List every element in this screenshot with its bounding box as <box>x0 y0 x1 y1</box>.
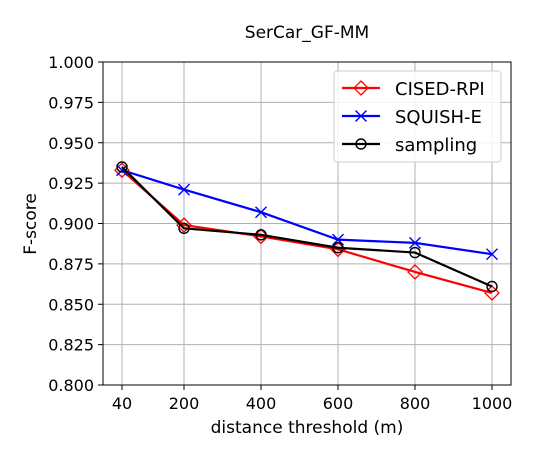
series-squish-e <box>116 164 498 261</box>
y-tick-label: 0.800 <box>48 376 94 395</box>
data-point-marker <box>255 206 267 219</box>
x-axis-label: distance threshold (m) <box>211 418 404 438</box>
series-line <box>121 166 493 288</box>
series-sampling <box>116 161 498 293</box>
x-tick-label: 400 <box>246 394 277 413</box>
data-point-marker <box>255 229 267 241</box>
legend-item: SQUISH-E <box>342 107 482 128</box>
legend-marker <box>355 138 367 150</box>
legend-item: CISED-RPI <box>342 79 485 100</box>
series-line <box>121 169 493 256</box>
x-tick-label: 40 <box>112 394 132 413</box>
x-tick-label: 1000 <box>472 394 513 413</box>
y-tick-label: 0.900 <box>48 215 94 234</box>
chart-title: SerCar_GF-MM <box>245 23 369 43</box>
y-tick-label: 1.000 <box>48 53 94 72</box>
data-point-marker <box>484 285 500 301</box>
data-point-marker <box>409 246 421 259</box>
data-point-marker <box>116 164 128 177</box>
legend: CISED-RPI SQUISH-E sampling <box>333 70 502 163</box>
y-axis-label: F-score <box>21 193 41 255</box>
data-point-marker <box>116 161 128 173</box>
y-tick-label: 0.925 <box>48 174 94 193</box>
data-point-marker <box>332 233 344 246</box>
data-point-marker <box>332 242 344 254</box>
legend-label: SQUISH-E <box>395 107 482 128</box>
series-cised-rpi <box>114 162 500 301</box>
y-tick-label: 0.975 <box>48 93 94 112</box>
legend-label: sampling <box>395 135 477 156</box>
y-tick-label: 0.850 <box>48 295 94 314</box>
legend-marker <box>355 110 367 122</box>
legend-item: sampling <box>342 135 477 156</box>
legend-label: CISED-RPI <box>395 79 485 100</box>
y-tick-label: 0.950 <box>48 134 94 153</box>
legend-box <box>333 70 502 163</box>
data-point-marker <box>407 264 423 280</box>
y-tick-label: 0.875 <box>48 255 94 274</box>
legend-marker <box>353 80 369 96</box>
y-tick-label: 0.825 <box>48 336 94 355</box>
x-tick-label: 200 <box>169 394 200 413</box>
data-point-marker <box>178 183 190 196</box>
data-point-marker <box>178 222 190 235</box>
x-tick-label: 800 <box>400 394 431 413</box>
data-point-marker <box>409 236 421 249</box>
x-tick-label: 600 <box>323 394 354 413</box>
data-point-marker <box>486 248 498 261</box>
data-point-marker <box>486 280 498 293</box>
series-line <box>121 169 493 295</box>
